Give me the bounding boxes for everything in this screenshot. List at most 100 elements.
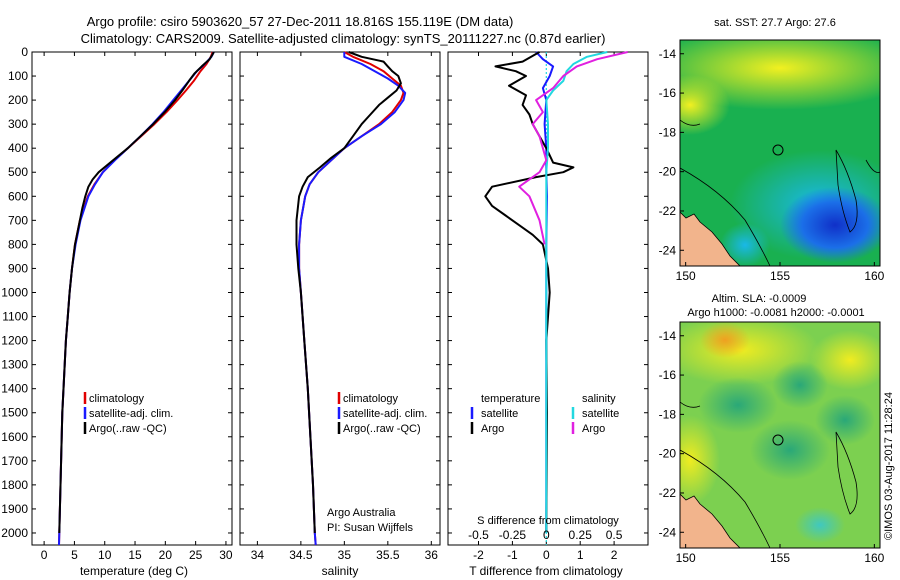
x-tick-label: 30	[219, 548, 233, 562]
sst-float-marker	[772, 144, 784, 156]
sla-land	[680, 493, 741, 548]
legend-argo-label: Argo(..raw -QC)	[89, 423, 167, 435]
y-tick-label: 600	[8, 189, 28, 203]
y-tick-label: 1200	[1, 334, 28, 348]
sst-blue-patch	[780, 187, 880, 263]
sla-map-title-2: Argo h1000: -0.0081 h2000: -0.0001	[687, 307, 864, 319]
title-line2: Climatology: CARS2009. Satellite-adjuste…	[81, 31, 606, 46]
salinity-legend: climatology satellite-adj. clim. Argo(..…	[337, 392, 427, 435]
sla-contour-3	[680, 401, 701, 408]
sla-orange	[700, 322, 750, 358]
y-tick-label: 900	[8, 261, 28, 275]
sst-map	[680, 40, 880, 266]
x-tick-label: 1	[577, 548, 584, 562]
y-tick-label: 2000	[1, 526, 28, 540]
y-tick-label: 1800	[1, 478, 28, 492]
x-tick-label: 0	[41, 548, 48, 562]
t-difference-xlabel: T difference from climatology	[469, 564, 623, 578]
x-tick-label: 5	[71, 548, 78, 562]
sla-green-4	[815, 395, 875, 445]
sst-warm-north	[680, 40, 880, 110]
y-tick-label: 1700	[1, 454, 28, 468]
x-tick-label: 34	[251, 548, 265, 562]
legend-s-argo-label: Argo	[582, 423, 605, 435]
plot-frame	[239, 51, 441, 546]
plot-frame	[447, 51, 649, 546]
x-tick-label: 20	[159, 548, 173, 562]
difference-legend: temperature satellite Argo salinity sate…	[470, 393, 619, 435]
x-tick-label: 10	[98, 548, 112, 562]
sla-map	[680, 322, 880, 548]
title-line1: Argo profile: csiro 5903620_57 27-Dec-20…	[87, 14, 514, 29]
legend-temperature-title: temperature	[481, 393, 540, 405]
sla-cyan	[795, 507, 845, 543]
s-tick-label: 0	[543, 528, 550, 542]
x-tick-label: 36	[425, 548, 439, 562]
map-y-tick-label: -20	[659, 165, 677, 179]
map-y-tick-label: -16	[659, 86, 677, 100]
sst-warm-west	[680, 75, 730, 135]
x-tick-label: 25	[189, 548, 203, 562]
map-x-tick-label: 160	[864, 269, 884, 283]
map-y-tick-label: -14	[659, 47, 677, 61]
temperature-legend: climatology satellite-adj. clim. Argo(..…	[83, 392, 173, 435]
s-tick-label: -0.5	[468, 528, 489, 542]
sla-green-3	[750, 420, 830, 480]
series-climatology-line	[298, 51, 405, 546]
map-x-tick-label: 150	[676, 269, 696, 283]
map-y-tick-label: -16	[659, 368, 677, 382]
y-tick-label: 1500	[1, 406, 28, 420]
y-tick-label: 400	[8, 141, 28, 155]
y-tick-label: 1600	[1, 430, 28, 444]
sla-contour-1	[680, 449, 771, 548]
temperature-panel: 0100200300400500600700800900100011001200…	[1, 45, 233, 562]
sst-contour-4	[865, 159, 880, 173]
s-tick-label: 0.5	[606, 528, 623, 542]
map-y-tick-label: -24	[659, 525, 677, 539]
y-tick-label: 500	[8, 165, 28, 179]
y-tick-label: 1400	[1, 382, 28, 396]
s-difference-tick-labels: -0.5 -0.25 0 0.25 0.5	[468, 528, 623, 542]
series-argo-raw-qc-line	[295, 51, 402, 534]
y-tick-label: 0	[21, 45, 28, 59]
map-x-tick-label: 150	[676, 551, 696, 565]
map-y-tick-label: -18	[659, 407, 677, 421]
y-tick-label: 1300	[1, 358, 28, 372]
pi-annotation: PI: Susan Wijffels	[327, 522, 413, 534]
salinity-xlabel: salinity	[322, 564, 359, 578]
legend-s-satellite-label: satellite	[582, 408, 619, 420]
x-tick-label: 35	[338, 548, 352, 562]
series-satellite-adj-clim-line	[298, 52, 407, 546]
series-climatology-line	[58, 51, 214, 546]
y-tick-label: 200	[8, 93, 28, 107]
series-s-satellite-line	[545, 51, 608, 533]
x-tick-label: -1	[507, 548, 518, 562]
sla-contour-2	[835, 431, 858, 515]
legend-climatology-label: climatology	[89, 393, 145, 405]
imos-timestamp-label: ©IMOS 03-Aug-2017 11:28:24	[883, 392, 895, 540]
sst-map-title: sat. SST: 27.7 Argo: 27.6	[714, 17, 836, 29]
sla-green-1	[698, 377, 778, 433]
s-tick-label: -0.25	[499, 528, 527, 542]
y-tick-label: 100	[8, 69, 28, 83]
map-y-tick-label: -14	[659, 329, 677, 343]
y-tick-label: 800	[8, 237, 28, 251]
sla-map-title-1: Altim. SLA: -0.0009	[712, 293, 807, 305]
sst-map-axes: 150 155 160 -14 -16 -18 -20 -22 -24	[659, 47, 885, 283]
sla-map-axes: 150 155 160 -14 -16 -18 -20 -22 -24	[659, 329, 885, 565]
sla-yellow-3	[680, 415, 720, 505]
sla-float-marker	[772, 434, 784, 446]
series-satellite-adj-clim-line	[58, 51, 215, 546]
sst-contour-2	[835, 149, 858, 233]
sst-contour-3	[680, 119, 701, 126]
legend-salinity-title: salinity	[582, 393, 616, 405]
y-tick-label: 1100	[2, 310, 28, 324]
x-tick-label: 0	[543, 548, 550, 562]
s-tick-label: 0.25	[569, 528, 593, 542]
temperature-xlabel: temperature (deg C)	[80, 564, 188, 578]
legend-argo-label: Argo(..raw -QC)	[343, 423, 421, 435]
y-tick-label: 700	[8, 213, 28, 227]
legend-satellite-label: satellite-adj. clim.	[89, 408, 173, 420]
x-tick-label: 34.5	[289, 548, 313, 562]
